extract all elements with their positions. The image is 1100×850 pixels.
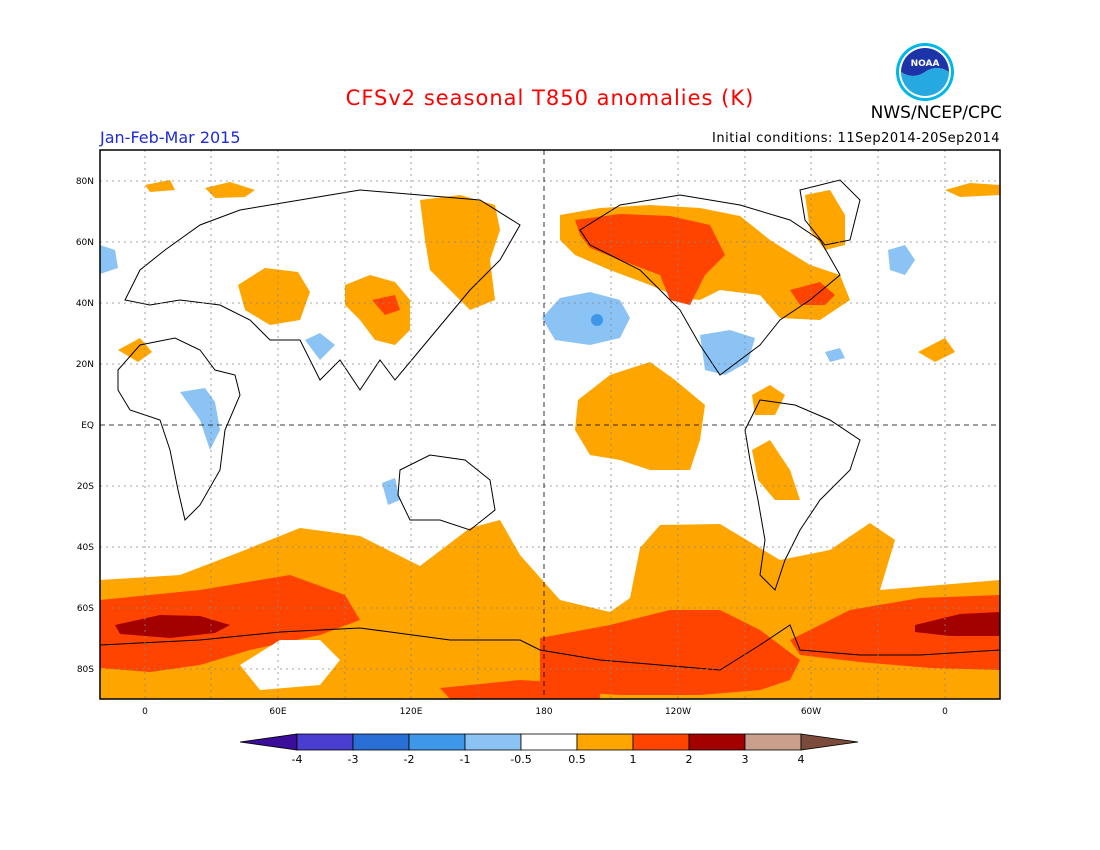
colorbar-swatch [520,733,578,751]
colorbar-label: -3 [348,753,359,766]
lon-label: 120E [400,707,423,717]
colorbar-label: -4 [292,753,303,766]
outline-greenland [799,179,861,246]
anomaly-region-pacific-orange [575,362,705,470]
outline-eurasia [124,189,521,391]
lat-label: 80N [76,177,94,187]
outline-north-america [579,194,841,376]
continent-outlines [99,179,1001,671]
agency-label: NWS/NCEP/CPC [870,103,1002,123]
colorbar-swatch [744,733,802,751]
noaa-logo-text: NOAA [911,59,940,69]
anomaly-region-atlantic-blue [888,245,915,275]
initial-conditions: Initial conditions: 11Sep2014-20Sep2014 [712,131,1000,146]
anomaly-region-atlantic-orange [918,338,955,362]
anomaly-region-europe-blue [100,245,118,274]
anomaly-region-africa-blue [180,388,220,450]
lon-label: 180 [535,707,552,717]
anomaly-region-dark-red-1 [115,615,230,638]
colorbar-label: -0.5 [510,753,531,766]
colorbar-label: 1 [630,753,637,766]
anomaly-region-sa-orange [752,440,800,500]
map-border [99,149,1001,700]
lat-label: 60N [76,238,94,248]
anomaly-region-south-red-4 [790,595,1000,670]
anomaly-region-mideast-orange [238,268,310,325]
anomaly-region-south-red-3 [440,680,600,699]
colorbar-swatch-gt-4 [800,733,859,751]
anomaly-region-europe-orange [205,182,255,198]
colorbar-label: -1 [460,753,471,766]
anomaly-region-pacific-blue [542,292,630,345]
lon-label: 60W [801,707,821,717]
anomaly-region-dark-red-2 [915,612,1000,636]
colorbar-labels: -4 -3 -2 -1 -0.5 0.5 1 2 3 4 [292,753,805,766]
anomaly-region-pacific-blue-core [591,314,603,326]
colorbar-label: 2 [686,753,693,766]
reference-lines [100,150,1000,699]
anomaly-region-arctic-orange [145,180,175,192]
anomaly-region-antarctic-white [240,640,340,690]
anomaly-region-ne-red [790,282,835,305]
lon-label: 0 [142,707,148,717]
anomaly-region-caribbean-blue [825,348,845,362]
lat-label: 20N [76,360,94,370]
anomaly-region-ca-orange [752,385,785,415]
colorbar-swatch [576,733,634,751]
colorbar-swatch [464,733,522,751]
colorbar [239,733,859,751]
colorbar-label: -2 [404,753,415,766]
anomaly-region-india-blue [305,333,335,360]
anomaly-region-south-red-2 [540,610,800,695]
lat-label: EQ [81,421,94,431]
chart-title: CFSv2 seasonal T850 anomalies (K) [345,86,755,110]
lat-label: 40S [77,543,94,553]
forecast-period: Jan-Feb-Mar 2015 [100,128,241,147]
longitude-labels: 0 60E 120E 180 120W 60W 0 [142,707,948,717]
anomaly-region-na-red [575,214,725,305]
anomaly-region-asia-orange [345,275,410,345]
colorbar-label: 3 [742,753,749,766]
outline-antarctica [99,624,1001,671]
lat-label: 60S [77,604,94,614]
anomaly-region-asia-red [372,295,400,315]
colorbar-swatch [408,733,466,751]
colorbar-swatch [296,733,354,751]
lon-label: 60E [269,707,286,717]
lon-label: 120W [665,707,691,717]
lat-label: 20S [77,482,94,492]
lat-label: 80S [77,665,94,675]
colorbar-swatch [632,733,690,751]
colorbar-label: 4 [798,753,805,766]
anomaly-region-greenland-orange [805,190,845,250]
noaa-logo: NOAA [896,43,954,101]
anomaly-region-arctic-orange-2 [945,183,1000,197]
grid-lines [100,150,1000,699]
anomaly-region-siberia-orange [420,195,500,310]
colorbar-label: 0.5 [568,753,586,766]
outline-south-america [744,399,861,591]
anomaly-region-australia-blue [382,478,400,505]
outline-africa [117,337,241,521]
outline-australia [397,454,496,531]
colorbar-swatch-lt-4 [239,733,298,751]
latitude-labels: 80N 60N 40N 20N EQ 20S 40S 60S 80S [76,177,94,675]
lat-label: 40N [76,299,94,309]
anomaly-region-south-red [100,575,360,672]
lon-label: 0 [942,707,948,717]
anomaly-fields [100,180,1000,699]
colorbar-swatch [352,733,410,751]
colorbar-swatch [688,733,746,751]
